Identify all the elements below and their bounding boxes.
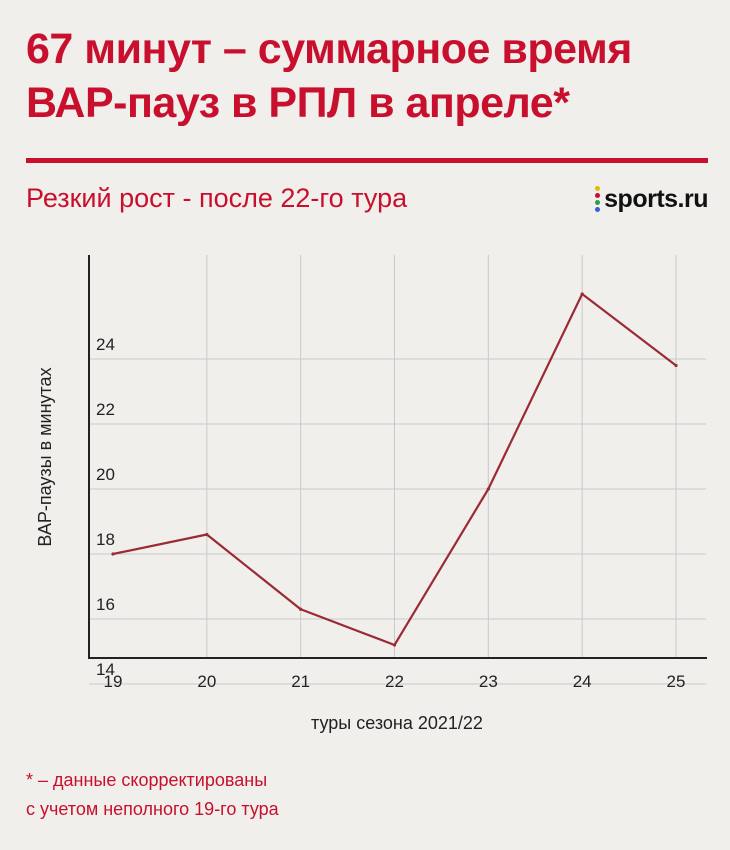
data-point bbox=[674, 363, 678, 368]
x-tick-label: 24 bbox=[573, 672, 592, 691]
x-tick-label: 21 bbox=[291, 672, 310, 691]
x-tick-label: 19 bbox=[104, 672, 123, 691]
title-line-1: 67 минут – суммарное время bbox=[26, 25, 632, 73]
logo-dot bbox=[595, 186, 601, 191]
logo-dot bbox=[595, 207, 601, 212]
x-axis-title: туры сезона 2021/22 bbox=[311, 713, 483, 733]
y-tick-label: 16 bbox=[96, 595, 115, 614]
x-tick-label: 23 bbox=[479, 672, 498, 691]
logo-text: sports.ru bbox=[604, 184, 708, 213]
logo-dots-icon bbox=[595, 186, 601, 212]
y-tick-label: 24 bbox=[96, 335, 115, 354]
y-tick-label: 22 bbox=[96, 400, 115, 419]
title-line-2: ВАР-пауз в РПЛ в апреле* bbox=[26, 79, 570, 127]
chart-subtitle: Резкий рост - после 22-го тура bbox=[26, 183, 408, 213]
data-point bbox=[392, 643, 397, 647]
logo-dot bbox=[595, 200, 601, 205]
y-tick-label: 18 bbox=[96, 530, 115, 549]
x-tick-label: 20 bbox=[197, 672, 216, 691]
data-point bbox=[205, 532, 209, 537]
chart-title: 67 минут – суммарное время ВАР-пауз в РП… bbox=[26, 22, 716, 130]
x-tick-label: 22 bbox=[385, 672, 404, 691]
y-axis-title: ВАР-паузы в минутах bbox=[35, 367, 55, 546]
data-point bbox=[486, 487, 490, 491]
logo-dot bbox=[595, 193, 601, 198]
footnote-line-2: с учетом неполного 19-го тура bbox=[26, 799, 279, 819]
x-tick-label: 25 bbox=[667, 672, 686, 691]
sports-ru-logo: sports.ru bbox=[595, 182, 708, 216]
data-point bbox=[111, 552, 115, 556]
title-divider bbox=[26, 158, 708, 163]
y-tick-label: 20 bbox=[96, 465, 115, 484]
footnote: * – данные скорректированы с учетом непо… bbox=[26, 766, 279, 824]
data-point bbox=[299, 607, 303, 611]
y-tick-label: 14 bbox=[96, 660, 115, 679]
footnote-line-1: * – данные скорректированы bbox=[26, 770, 268, 790]
data-point bbox=[580, 292, 584, 296]
